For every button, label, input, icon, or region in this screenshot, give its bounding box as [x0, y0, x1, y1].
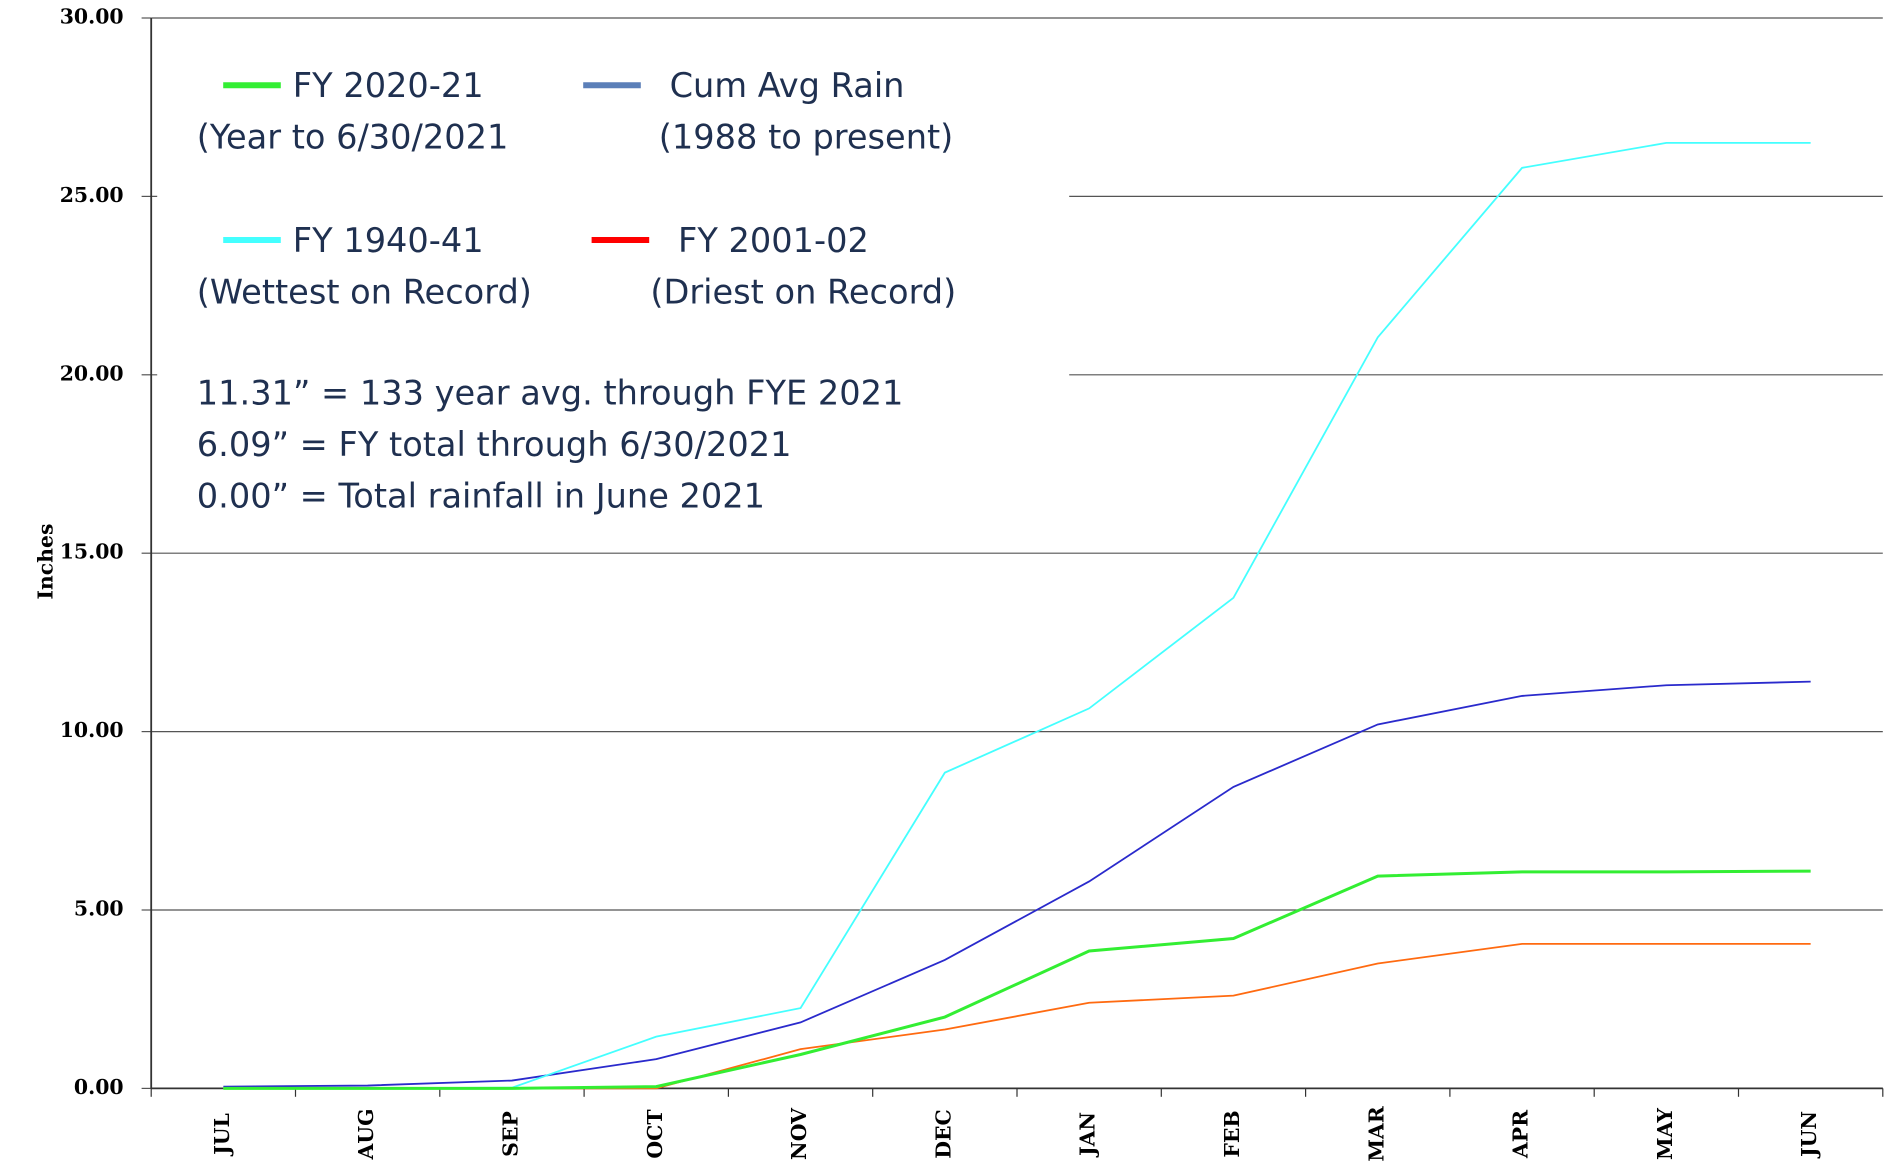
y-tick-label: 5.00: [74, 897, 124, 921]
legend-background: [157, 30, 1070, 534]
x-tick-label: NOV: [787, 1107, 811, 1160]
x-tick-label: MAY: [1653, 1108, 1677, 1160]
x-tick-label: FEB: [1220, 1110, 1244, 1157]
annotation: 0.00” = Total rainfall in June 2021: [197, 477, 765, 516]
series-line: [223, 942, 1811, 1090]
annotation: 11.31” = 133 year avg. through FYE 2021: [197, 373, 904, 412]
x-tick-label: DEC: [931, 1109, 955, 1158]
series-line: [223, 869, 1811, 1090]
y-axis-label: Inches: [33, 524, 57, 600]
legend-label: FY 2001-02: [678, 221, 869, 260]
x-tick-label: JUL: [210, 1113, 234, 1157]
x-tick-label: SEP: [498, 1111, 522, 1157]
legend-description: (Year to 6/30/2021: [197, 118, 509, 157]
y-tick-label: 30.00: [60, 5, 124, 29]
legend-label: Cum Avg Rain: [670, 66, 905, 105]
legend-label: FY 1940-41: [293, 221, 484, 260]
x-tick-label: MAR: [1364, 1105, 1388, 1161]
y-tick-label: 15.00: [60, 540, 124, 564]
x-tick-label: APR: [1509, 1109, 1533, 1159]
legend-description: (1988 to present): [659, 118, 953, 157]
legend-label: FY 2020-21: [293, 66, 484, 105]
y-tick-label: 20.00: [60, 361, 124, 385]
y-tick-label: 10.00: [60, 718, 124, 742]
annotation: 6.09” = FY total through 6/30/2021: [197, 425, 792, 464]
legend-description: (Wettest on Record): [197, 273, 532, 312]
x-tick-label: JUN: [1797, 1111, 1821, 1159]
x-tick-label: OCT: [643, 1109, 667, 1158]
x-tick-label: JAN: [1076, 1112, 1100, 1158]
y-tick-label: 0.00: [74, 1075, 124, 1099]
legend-description: (Driest on Record): [650, 273, 956, 312]
y-tick-label: 25.00: [60, 183, 124, 207]
x-tick-label: AUG: [354, 1108, 378, 1160]
series-line: [223, 680, 1811, 1088]
